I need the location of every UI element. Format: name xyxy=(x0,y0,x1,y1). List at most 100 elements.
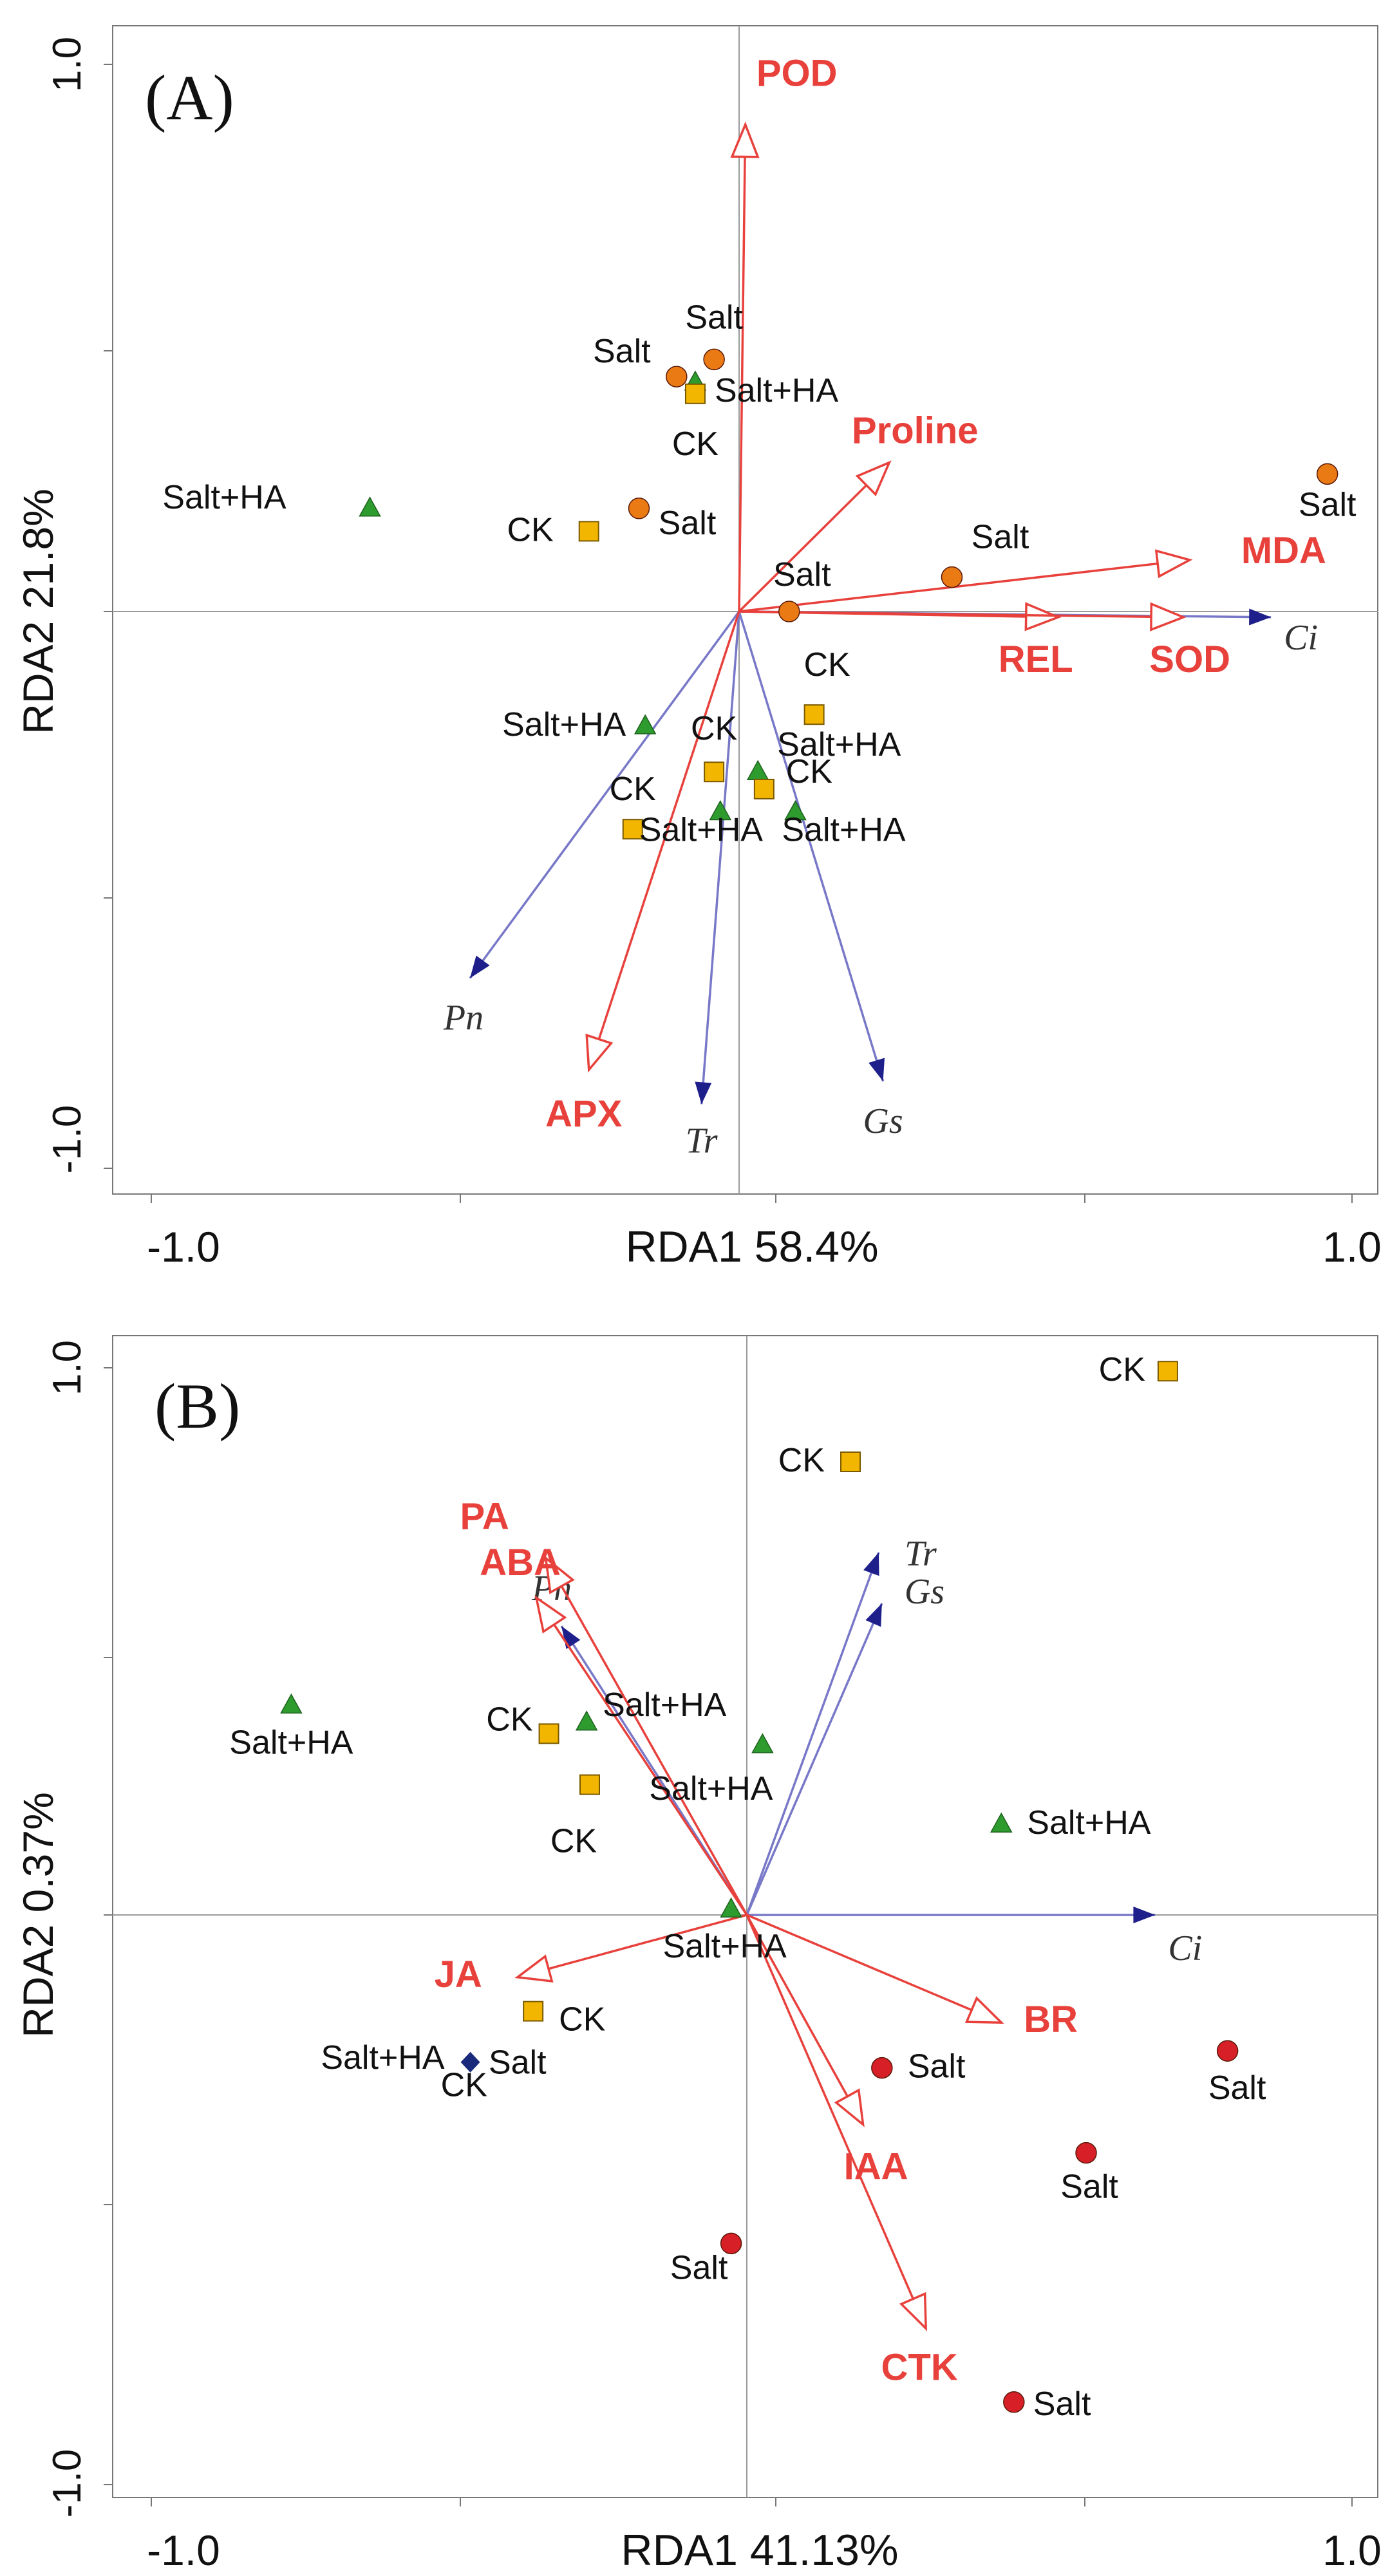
response-arrowhead xyxy=(730,121,760,158)
response-label-mda: MDA xyxy=(1241,530,1326,572)
response-arrowhead xyxy=(544,1555,575,1594)
sample-point-salt xyxy=(628,498,650,519)
sample-label: Salt+HA xyxy=(777,726,901,763)
response-arrowhead xyxy=(899,2291,928,2331)
sample-label: CK xyxy=(786,753,833,790)
sample-point-salt xyxy=(1075,2142,1097,2164)
sample-label: Salt xyxy=(1208,2069,1266,2107)
response-arrow-iaa xyxy=(746,1914,849,2097)
sample-point-salt-ha xyxy=(720,1897,742,1918)
response-label-iaa: IAA xyxy=(844,2146,908,2188)
y-tick-label-min: -1.0 xyxy=(45,1105,89,1174)
sample-label: Salt xyxy=(685,299,743,336)
sample-label: Salt+HA xyxy=(162,479,286,516)
explanatory-arrowhead xyxy=(561,1626,581,1649)
response-arrow-aba xyxy=(553,1623,748,1916)
sample-point-salt xyxy=(941,566,963,588)
plot-frame xyxy=(112,1335,1378,2498)
explanatory-arrowhead xyxy=(695,1081,712,1105)
x-tick-label-min: -1.0 xyxy=(147,2526,220,2574)
sample-point-salt xyxy=(720,2232,742,2255)
y-axis-label: RDA2 21.8% xyxy=(14,489,62,734)
sample-point-ck xyxy=(753,778,775,799)
response-arrow-ctk xyxy=(746,1914,914,2300)
sample-point-ck xyxy=(578,521,599,542)
sample-label: Salt+HA xyxy=(603,1686,727,1724)
sample-point-salt-ha xyxy=(634,714,657,734)
sample-label: CK xyxy=(691,710,738,747)
sample-label: Salt+HA xyxy=(639,812,764,849)
sample-point-salt-ha xyxy=(575,1710,598,1731)
sample-point-salt-ha xyxy=(751,1733,774,1753)
sample-point-salt-ha xyxy=(784,799,807,821)
explanatory-label-tr: Tr xyxy=(686,1121,718,1161)
sample-point-salt xyxy=(666,366,688,387)
response-arrowhead xyxy=(585,1033,614,1073)
response-arrowhead xyxy=(1150,602,1187,631)
y-tick-label-max: 1.0 xyxy=(45,37,89,92)
y-tick-label-max: 1.0 xyxy=(45,1340,89,1395)
sample-label: Salt+HA xyxy=(1027,1804,1151,1842)
response-arrow-pa xyxy=(560,1585,748,1916)
sample-label: Salt xyxy=(972,519,1029,556)
sample-point-salt xyxy=(703,348,725,371)
sample-point-ck xyxy=(1157,1361,1178,1382)
sample-label: Salt xyxy=(1060,2169,1118,2206)
explanatory-arrow-gs xyxy=(738,611,885,1082)
rda-panel-a: -1.0 1.0 1.0 -1.0 RDA1 58.4% RDA2 21.8% (A) Ci P… xyxy=(14,25,1382,1271)
response-arrow-ja xyxy=(548,1914,747,1970)
sample-label-extra: Salt xyxy=(489,2044,547,2081)
response-label-sod: SOD xyxy=(1149,639,1230,680)
sample-point-salt xyxy=(1316,463,1338,485)
sample-label: Salt+HA xyxy=(502,706,626,743)
sample-point-salt-ha xyxy=(359,496,381,517)
sample-label: Salt+HA xyxy=(715,372,839,409)
x-tick-label-min: -1.0 xyxy=(147,1223,220,1271)
response-arrowhead xyxy=(534,1595,567,1634)
sample-point-salt xyxy=(1003,2391,1025,2413)
sample-label: Salt+HA xyxy=(229,1724,353,1761)
response-arrow-mda xyxy=(738,562,1158,613)
response-label-rel: REL xyxy=(999,639,1073,680)
sample-point-salt-ha xyxy=(746,760,769,780)
response-arrowhead xyxy=(834,2088,865,2127)
response-label-pod: POD xyxy=(756,53,838,95)
sample-label: Salt xyxy=(1299,486,1357,523)
sample-point-salt xyxy=(778,601,800,622)
sample-label: CK xyxy=(486,1701,533,1738)
sample-point-salt-ha xyxy=(990,1812,1013,1833)
sample-label: Salt+HA xyxy=(662,1928,787,1965)
explanatory-arrowhead xyxy=(1133,1907,1156,1923)
sample-point-ck xyxy=(704,761,725,783)
response-label-br: BR xyxy=(1024,1999,1078,2040)
sample-label: CK xyxy=(610,770,657,808)
explanatory-label-ci: Ci xyxy=(1168,1928,1202,1968)
response-label-aba: ABA xyxy=(480,1542,561,1583)
response-label-ctk: CTK xyxy=(881,2346,958,2388)
explanatory-arrowhead xyxy=(863,1552,879,1576)
sample-label: CK xyxy=(507,511,554,548)
sample-label: CK xyxy=(672,425,719,463)
sample-point-ck xyxy=(538,1723,559,1744)
sample-label: Salt xyxy=(908,2048,966,2086)
sample-point-ck xyxy=(579,1774,600,1795)
sample-point-salt xyxy=(1216,2040,1239,2062)
explanatory-label-gs: Gs xyxy=(905,1572,944,1612)
sample-label-extra: CK xyxy=(441,2067,488,2104)
panel-label: (A) xyxy=(145,62,234,133)
sample-point-ck xyxy=(684,383,706,404)
explanatory-arrowhead xyxy=(1249,608,1272,626)
response-arrow-proline xyxy=(738,484,868,613)
response-label-apx: APX xyxy=(545,1093,623,1135)
explanatory-arrow-gs xyxy=(746,1603,883,1916)
explanatory-label-gs: Gs xyxy=(863,1101,903,1141)
explanatory-label-tr: Tr xyxy=(905,1534,937,1574)
sample-point-ck xyxy=(622,819,643,840)
explanatory-label-pn: Pn xyxy=(443,998,484,1038)
sample-point-salt-ha xyxy=(280,1693,303,1714)
response-label-pa: PA xyxy=(460,1496,509,1538)
sample-label: Salt+HA xyxy=(321,2039,445,2077)
sample-point-ck xyxy=(840,1451,861,1472)
sample-label: Salt xyxy=(1033,2385,1091,2423)
x-tick-label-max: 1.0 xyxy=(1322,2526,1382,2574)
